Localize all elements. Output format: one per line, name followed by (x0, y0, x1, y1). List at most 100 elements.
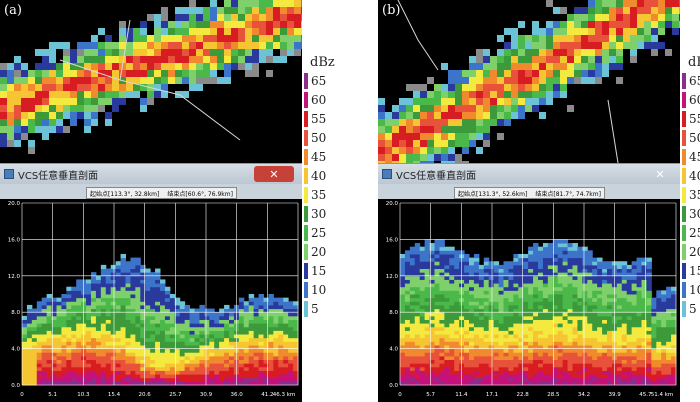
legend-label: 55 (689, 112, 700, 126)
legend-label: 20 (311, 245, 327, 259)
legend-label: 15 (311, 264, 327, 278)
legend-label: 50 (689, 131, 700, 145)
legend-row: 45 (680, 147, 700, 165)
x-tick-label: 10.3 (77, 392, 90, 398)
legend-label: 45 (311, 150, 327, 164)
legend-unit: dBz (310, 55, 335, 70)
x-tick-label: 25.7 (169, 392, 182, 398)
x-tick-label: 0 (20, 392, 24, 398)
vcs-window: VCS任意垂直剖面 ✕ 起始点[131.3°, 52.6km] 结束点[81.7… (378, 163, 680, 402)
x-tick-label: 0 (398, 392, 402, 398)
x-tick-label: 30.9 (200, 392, 213, 398)
y-tick-label: 12.0 (8, 274, 21, 280)
legend-swatch (682, 92, 686, 108)
legend-row: 40 (680, 166, 700, 184)
y-tick-label: 0.0 (11, 383, 20, 389)
section-info: 起始点[113.3°, 32.8km] 结束点[60.6°, 76.9km] (86, 187, 237, 199)
legend-swatch (682, 168, 686, 184)
legend-row: 20 (680, 242, 700, 260)
cross-section-svg: 20.0 16.0 12.0 8.0 4.0 0.00 5.1 10.3 15.4 20.6 25.… (8, 201, 299, 398)
panel-a: (a) VCS任意垂直剖面 ✕ 起始点[113.3°, 32.8km] 结束点[… (0, 0, 302, 402)
x-tick-label: 5.7 (426, 392, 435, 398)
legend-swatch (304, 130, 308, 146)
legend-row: 30 (680, 204, 700, 222)
legend-label: 45 (689, 150, 700, 164)
legend-swatch (682, 206, 686, 222)
legend-label: 35 (311, 188, 327, 202)
legend-swatch (304, 282, 308, 298)
x-tick-label: 34.2 (578, 392, 590, 398)
x-tick-label: 51.4 km (651, 392, 674, 398)
legend-row: 65 (680, 71, 700, 89)
cross-section-plot: 20.0 16.0 12.0 8.0 4.0 0.0 0 5.1 10.3 15.4 20.6 25.… (0, 199, 302, 402)
legend-label: 60 (689, 93, 700, 107)
close-button[interactable]: ✕ (655, 167, 665, 181)
legend-row: 20 (302, 242, 362, 260)
legend-unit: dBz (688, 55, 700, 70)
legend-swatch (682, 130, 686, 146)
legend-label: 40 (689, 169, 700, 183)
y-tick-label: 16.0 (8, 237, 21, 243)
legend-label: 40 (311, 169, 327, 183)
legend-row: 35 (302, 185, 362, 203)
y-tick-label: 0.0 (389, 383, 398, 389)
cross-section-plot: 20.0 16.0 12.0 8.0 4.0 0.0 0 5.7 11.4 17.1 22.8 28.… (378, 199, 680, 402)
legend-swatch (304, 244, 308, 260)
legend-label: 5 (311, 302, 319, 316)
legend-row: 25 (302, 223, 362, 241)
x-tick-label: 39.9 (609, 392, 622, 398)
x-tick-label: 17.1 (486, 392, 498, 398)
legend-swatch (682, 187, 686, 203)
legend-label: 55 (311, 112, 327, 126)
legend-swatch (682, 149, 686, 165)
legend-swatch (304, 111, 308, 127)
start-point: 起始点[131.3°, 52.6km] (458, 190, 528, 198)
legend-swatch (304, 206, 308, 222)
legend-swatch (304, 149, 308, 165)
title-bar: VCS任意垂直剖面 ✕ (0, 164, 302, 184)
panel-b: (b) VCS任意垂直剖面 ✕ 起始点[131.3°, 52.6km] 结束点[… (378, 0, 680, 402)
legend-swatch (304, 263, 308, 279)
vcs-window: VCS任意垂直剖面 ✕ 起始点[113.3°, 32.8km] 结束点[60.6… (0, 163, 302, 402)
legend-row: 40 (302, 166, 362, 184)
legend-label: 35 (689, 188, 700, 202)
legend-label: 60 (311, 93, 327, 107)
legend-row: 35 (680, 185, 700, 203)
legend-label: 65 (311, 74, 327, 88)
x-tick-label: 22.8 (517, 392, 530, 398)
close-button[interactable]: ✕ (254, 166, 294, 182)
cross-section-svg: 20.0 16.0 12.0 8.0 4.0 0.00 5.7 11.4 17.1 22.8 28.… (386, 201, 677, 398)
x-tick-label: 15.4 (108, 392, 121, 398)
legend-row: 55 (680, 109, 700, 127)
legend-row: 45 (302, 147, 362, 165)
legend-label: 10 (689, 283, 700, 297)
legend-row: 50 (680, 128, 700, 146)
x-tick-label: 11.4 (455, 392, 468, 398)
legend-label: 5 (689, 302, 697, 316)
dbz-legend: dBz 65 60 55 50 45 40 35 30 25 20 15 10 5 (680, 55, 700, 320)
x-tick-label: 36.0 (231, 392, 244, 398)
legend-swatch (682, 244, 686, 260)
legend-label: 50 (311, 131, 327, 145)
x-tick-label: 45.7 (639, 392, 652, 398)
y-tick-label: 20.0 (386, 201, 399, 207)
window-title: VCS任意垂直剖面 (18, 171, 99, 182)
legend-label: 10 (311, 283, 327, 297)
x-tick-label: 20.6 (139, 392, 152, 398)
legend-swatch (682, 73, 686, 89)
y-tick-label: 16.0 (386, 237, 399, 243)
radar-map (0, 0, 302, 163)
legend-swatch (304, 301, 308, 317)
legend-swatch (304, 73, 308, 89)
legend-swatch (304, 187, 308, 203)
legend-swatch (304, 92, 308, 108)
legend-swatch (682, 301, 686, 317)
panel-tag: (a) (4, 3, 22, 18)
legend-swatch (682, 111, 686, 127)
legend-row: 65 (302, 71, 362, 89)
y-tick-label: 4.0 (11, 347, 20, 353)
legend-swatch (682, 282, 686, 298)
legend-row: 15 (680, 261, 700, 279)
legend-label: 30 (689, 207, 700, 221)
title-bar: VCS任意垂直剖面 ✕ (378, 164, 680, 184)
